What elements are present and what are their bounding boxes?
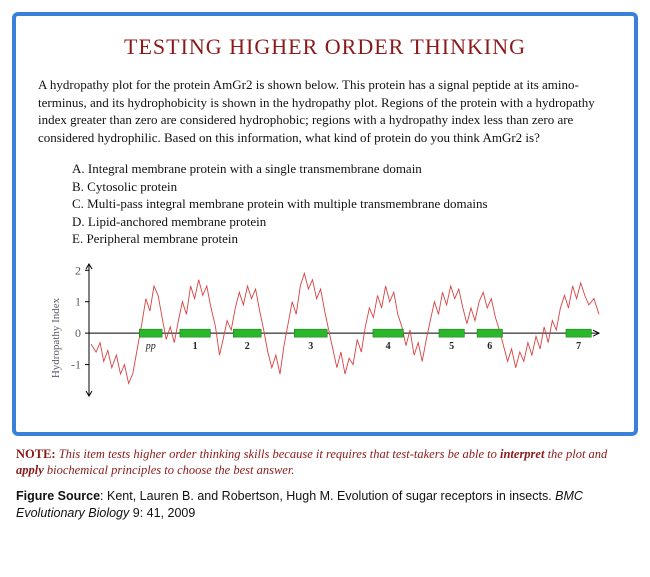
- choice-c: C. Multi-pass integral membrane protein …: [72, 195, 612, 213]
- question-prompt: A hydropathy plot for the protein AmGr2 …: [38, 76, 612, 146]
- figure-source: Figure Source: Kent, Lauren B. and Rober…: [16, 488, 634, 521]
- svg-text:3: 3: [308, 341, 313, 352]
- svg-text:Hydropathy Index: Hydropathy Index: [50, 297, 62, 378]
- note-part-b: the plot and: [544, 447, 607, 461]
- svg-text:6: 6: [487, 341, 492, 352]
- choice-b: B. Cytosolic protein: [72, 178, 612, 196]
- choice-a: A. Integral membrane protein with a sing…: [72, 160, 612, 178]
- note-kw2: apply: [16, 463, 44, 477]
- svg-text:1: 1: [193, 341, 198, 352]
- svg-text:2: 2: [75, 263, 81, 277]
- hydropathy-chart: -1 0 1 2 Hydropathy Index pp 1 2 3 4 5 6 7: [45, 258, 605, 418]
- question-card: TESTING HIGHER ORDER THINKING A hydropat…: [12, 12, 638, 436]
- source-label: Figure Source: [16, 489, 100, 503]
- choice-d: D. Lipid-anchored membrane protein: [72, 213, 612, 231]
- note-kw1: interpret: [500, 447, 544, 461]
- svg-text:7: 7: [576, 341, 581, 352]
- svg-text:1: 1: [75, 295, 81, 309]
- note-part-a: This item tests higher order thinking sk…: [56, 447, 500, 461]
- svg-text:pp: pp: [145, 341, 156, 352]
- source-cite: 9: 41, 2009: [129, 506, 195, 520]
- svg-text:2: 2: [245, 341, 250, 352]
- source-colon: :: [100, 489, 107, 503]
- note-label: NOTE:: [16, 447, 56, 461]
- note-part-c: biochemical principles to choose the bes…: [44, 463, 295, 477]
- source-authors: Kent, Lauren B. and Robertson, Hugh M. E…: [107, 489, 555, 503]
- note-text: NOTE: This item tests higher order think…: [16, 446, 634, 479]
- card-title: TESTING HIGHER ORDER THINKING: [38, 34, 612, 60]
- answer-choices: A. Integral membrane protein with a sing…: [72, 160, 612, 248]
- choice-e: E. Peripheral membrane protein: [72, 230, 612, 248]
- svg-text:-1: -1: [71, 357, 81, 371]
- svg-text:0: 0: [75, 326, 81, 340]
- svg-text:4: 4: [386, 341, 391, 352]
- svg-text:5: 5: [449, 341, 454, 352]
